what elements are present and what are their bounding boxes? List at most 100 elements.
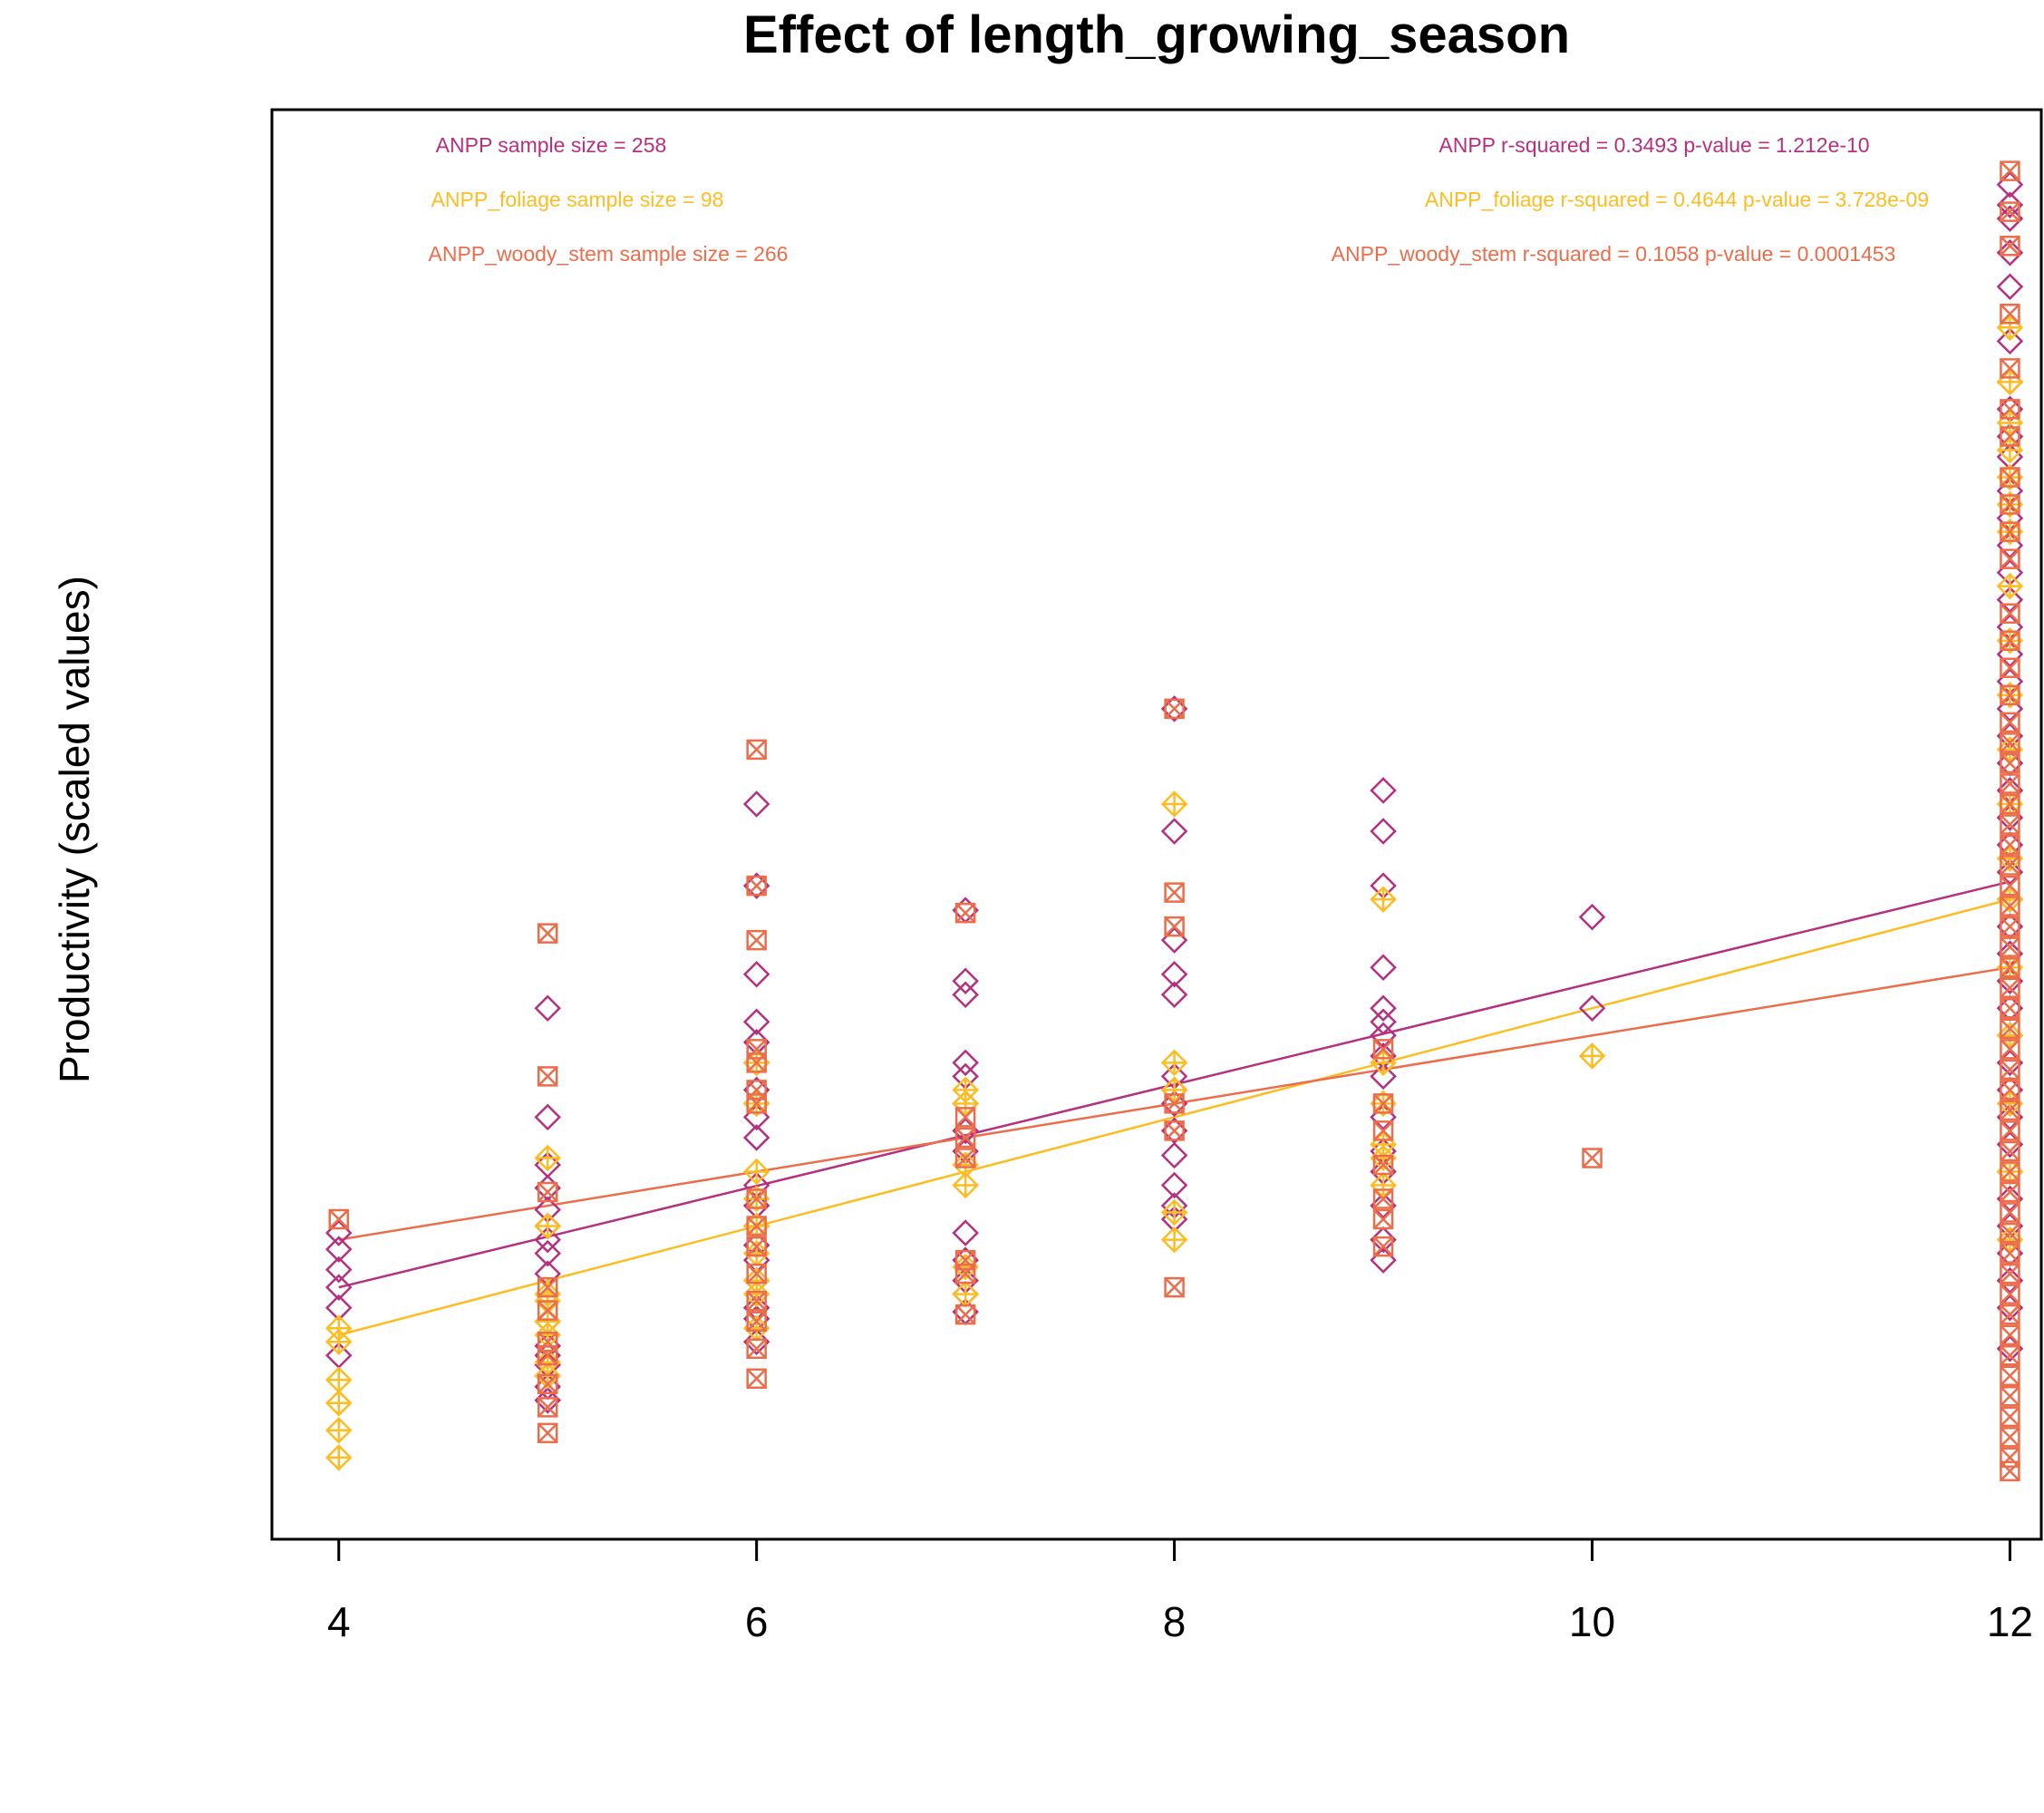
data-point [537,1066,558,1087]
data-point [2000,426,2020,447]
data-point [2000,1222,2020,1244]
data-point [742,872,770,899]
data-point [746,1263,767,1285]
data-point [2000,1284,2020,1304]
data-point [537,923,558,944]
data-point [1996,586,2024,614]
data-point [952,1076,979,1104]
data-point [746,1311,767,1332]
data-point [2000,603,2020,624]
data-point [2000,657,2020,679]
data-point [2000,1120,2020,1141]
data-point [1996,327,2024,355]
data-point [2000,1365,2020,1387]
data-point [742,960,770,988]
data-point [954,902,976,924]
left-annotations: ANPP sample size = 258 ANPP_foliage samp… [429,133,789,266]
data-point [2000,1100,2020,1121]
data-point [952,1219,979,1246]
data-point [742,1008,770,1036]
data-point [325,1236,353,1263]
data-point [746,1338,767,1359]
data-point [1372,1236,1394,1257]
data-point [1372,1120,1394,1141]
data-point [746,1039,767,1060]
data-point [1370,1171,1397,1199]
data-point [1160,981,1188,1009]
annotation-stats-foliage: ANPP_foliage r-squared = 0.4644 p-value … [1425,188,1929,211]
annotation-sample-size-woody-stem: ANPP_woody_stem sample size = 266 [429,242,789,266]
data-point [2000,467,2020,488]
data-point [537,1276,558,1298]
data-point [1160,695,1188,722]
data-point [1370,777,1397,804]
data-point [1996,858,2024,886]
data-point [2000,1324,2020,1345]
data-point [746,875,767,897]
data-point [1996,238,2024,267]
data-point [2000,936,2020,957]
data-point [952,967,979,994]
data-point [746,1216,767,1236]
data-point [537,1300,558,1321]
data-point [1160,1198,1188,1226]
data-point [534,994,561,1023]
data-point [746,1368,767,1390]
data-point [2000,160,2020,181]
data-point [2000,1304,2020,1325]
data-point [2000,494,2020,515]
data-point [2000,834,2020,856]
data-point [2000,548,2020,569]
data-point [2000,201,2020,222]
data-point [1372,1039,1394,1060]
data-point [325,1314,353,1342]
data-point [742,790,770,818]
data-point [2000,773,2020,794]
data-point [2000,1202,2020,1223]
annotation-sample-size-anpp: ANPP sample size = 258 [436,133,667,157]
data-point [1164,1276,1185,1298]
data-point [746,1290,767,1312]
data-point [534,1103,561,1131]
data-point [2000,896,2020,916]
data-point [537,1331,558,1352]
y-axis-label: Productivity (scaled values) [51,576,98,1083]
data-point [2000,1181,2020,1203]
data-point [954,1148,976,1168]
data-point [1164,916,1185,937]
data-point [1160,1226,1188,1254]
data-point [742,1158,770,1186]
data-point [1996,1266,2024,1294]
data-point [2000,855,2020,876]
data-point [2000,732,2020,753]
data-point [746,1080,767,1100]
data-point [2000,1140,2020,1162]
data-point [746,1236,767,1257]
x-tick-label: 8 [1163,1598,1187,1645]
data-point [1372,1188,1394,1209]
data-point [742,1328,770,1355]
data-point [325,1390,353,1417]
data-point [2000,1018,2020,1040]
data-point [1160,1090,1188,1118]
data-point [2000,712,2020,733]
data-point [2000,977,2020,998]
data-point [1160,1076,1188,1104]
data-point [1160,790,1188,818]
data-point [534,1144,561,1172]
data-point [1996,572,2024,600]
data-point [534,1239,561,1267]
data-point [1996,191,2024,218]
data-point [1164,1093,1185,1114]
annotation-sample-size-foliage: ANPP_foliage sample size = 98 [431,188,724,211]
data-point [2000,875,2020,897]
x-tick-label: 6 [745,1598,769,1645]
data-point [1370,954,1397,981]
data-point [2000,1263,2020,1285]
data-point [2000,752,2020,774]
data-point [1370,1226,1397,1254]
data-point [954,1304,976,1325]
data-point [1164,1120,1185,1141]
